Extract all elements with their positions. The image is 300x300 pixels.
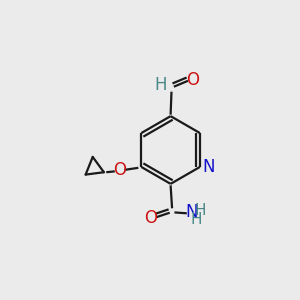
Text: N: N <box>202 158 214 176</box>
Text: O: O <box>144 209 158 227</box>
Text: O: O <box>187 71 200 89</box>
Text: H: H <box>154 76 167 94</box>
Text: N: N <box>186 203 198 221</box>
Text: O: O <box>113 161 126 179</box>
Text: H: H <box>191 212 202 227</box>
Text: H: H <box>194 203 206 218</box>
